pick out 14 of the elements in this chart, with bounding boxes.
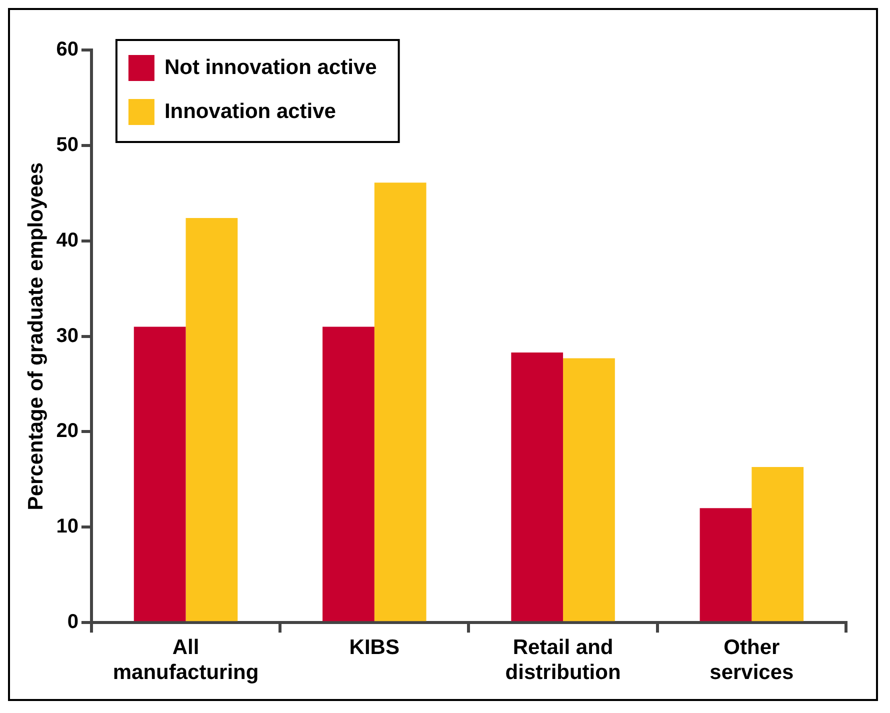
x-tick-label: Retail and distribution — [505, 636, 621, 684]
x-tick-label: KIBS — [349, 636, 400, 659]
y-tick-label: 20 — [56, 420, 78, 442]
y-axis-title: Percentage of graduate employees — [24, 162, 48, 510]
legend-label: Not innovation active — [164, 56, 377, 79]
x-tick-label: All manufacturing — [112, 636, 259, 684]
legend-label: Innovation active — [164, 100, 336, 123]
y-tick-label: 10 — [56, 516, 78, 538]
y-tick-label: 40 — [56, 229, 78, 252]
y-tick-label: 60 — [56, 38, 78, 61]
y-tick-label: 30 — [56, 324, 78, 347]
y-tick-label: 0 — [67, 611, 78, 634]
y-tick-label: 50 — [56, 134, 78, 156]
x-tick-label: Other services — [710, 636, 794, 684]
